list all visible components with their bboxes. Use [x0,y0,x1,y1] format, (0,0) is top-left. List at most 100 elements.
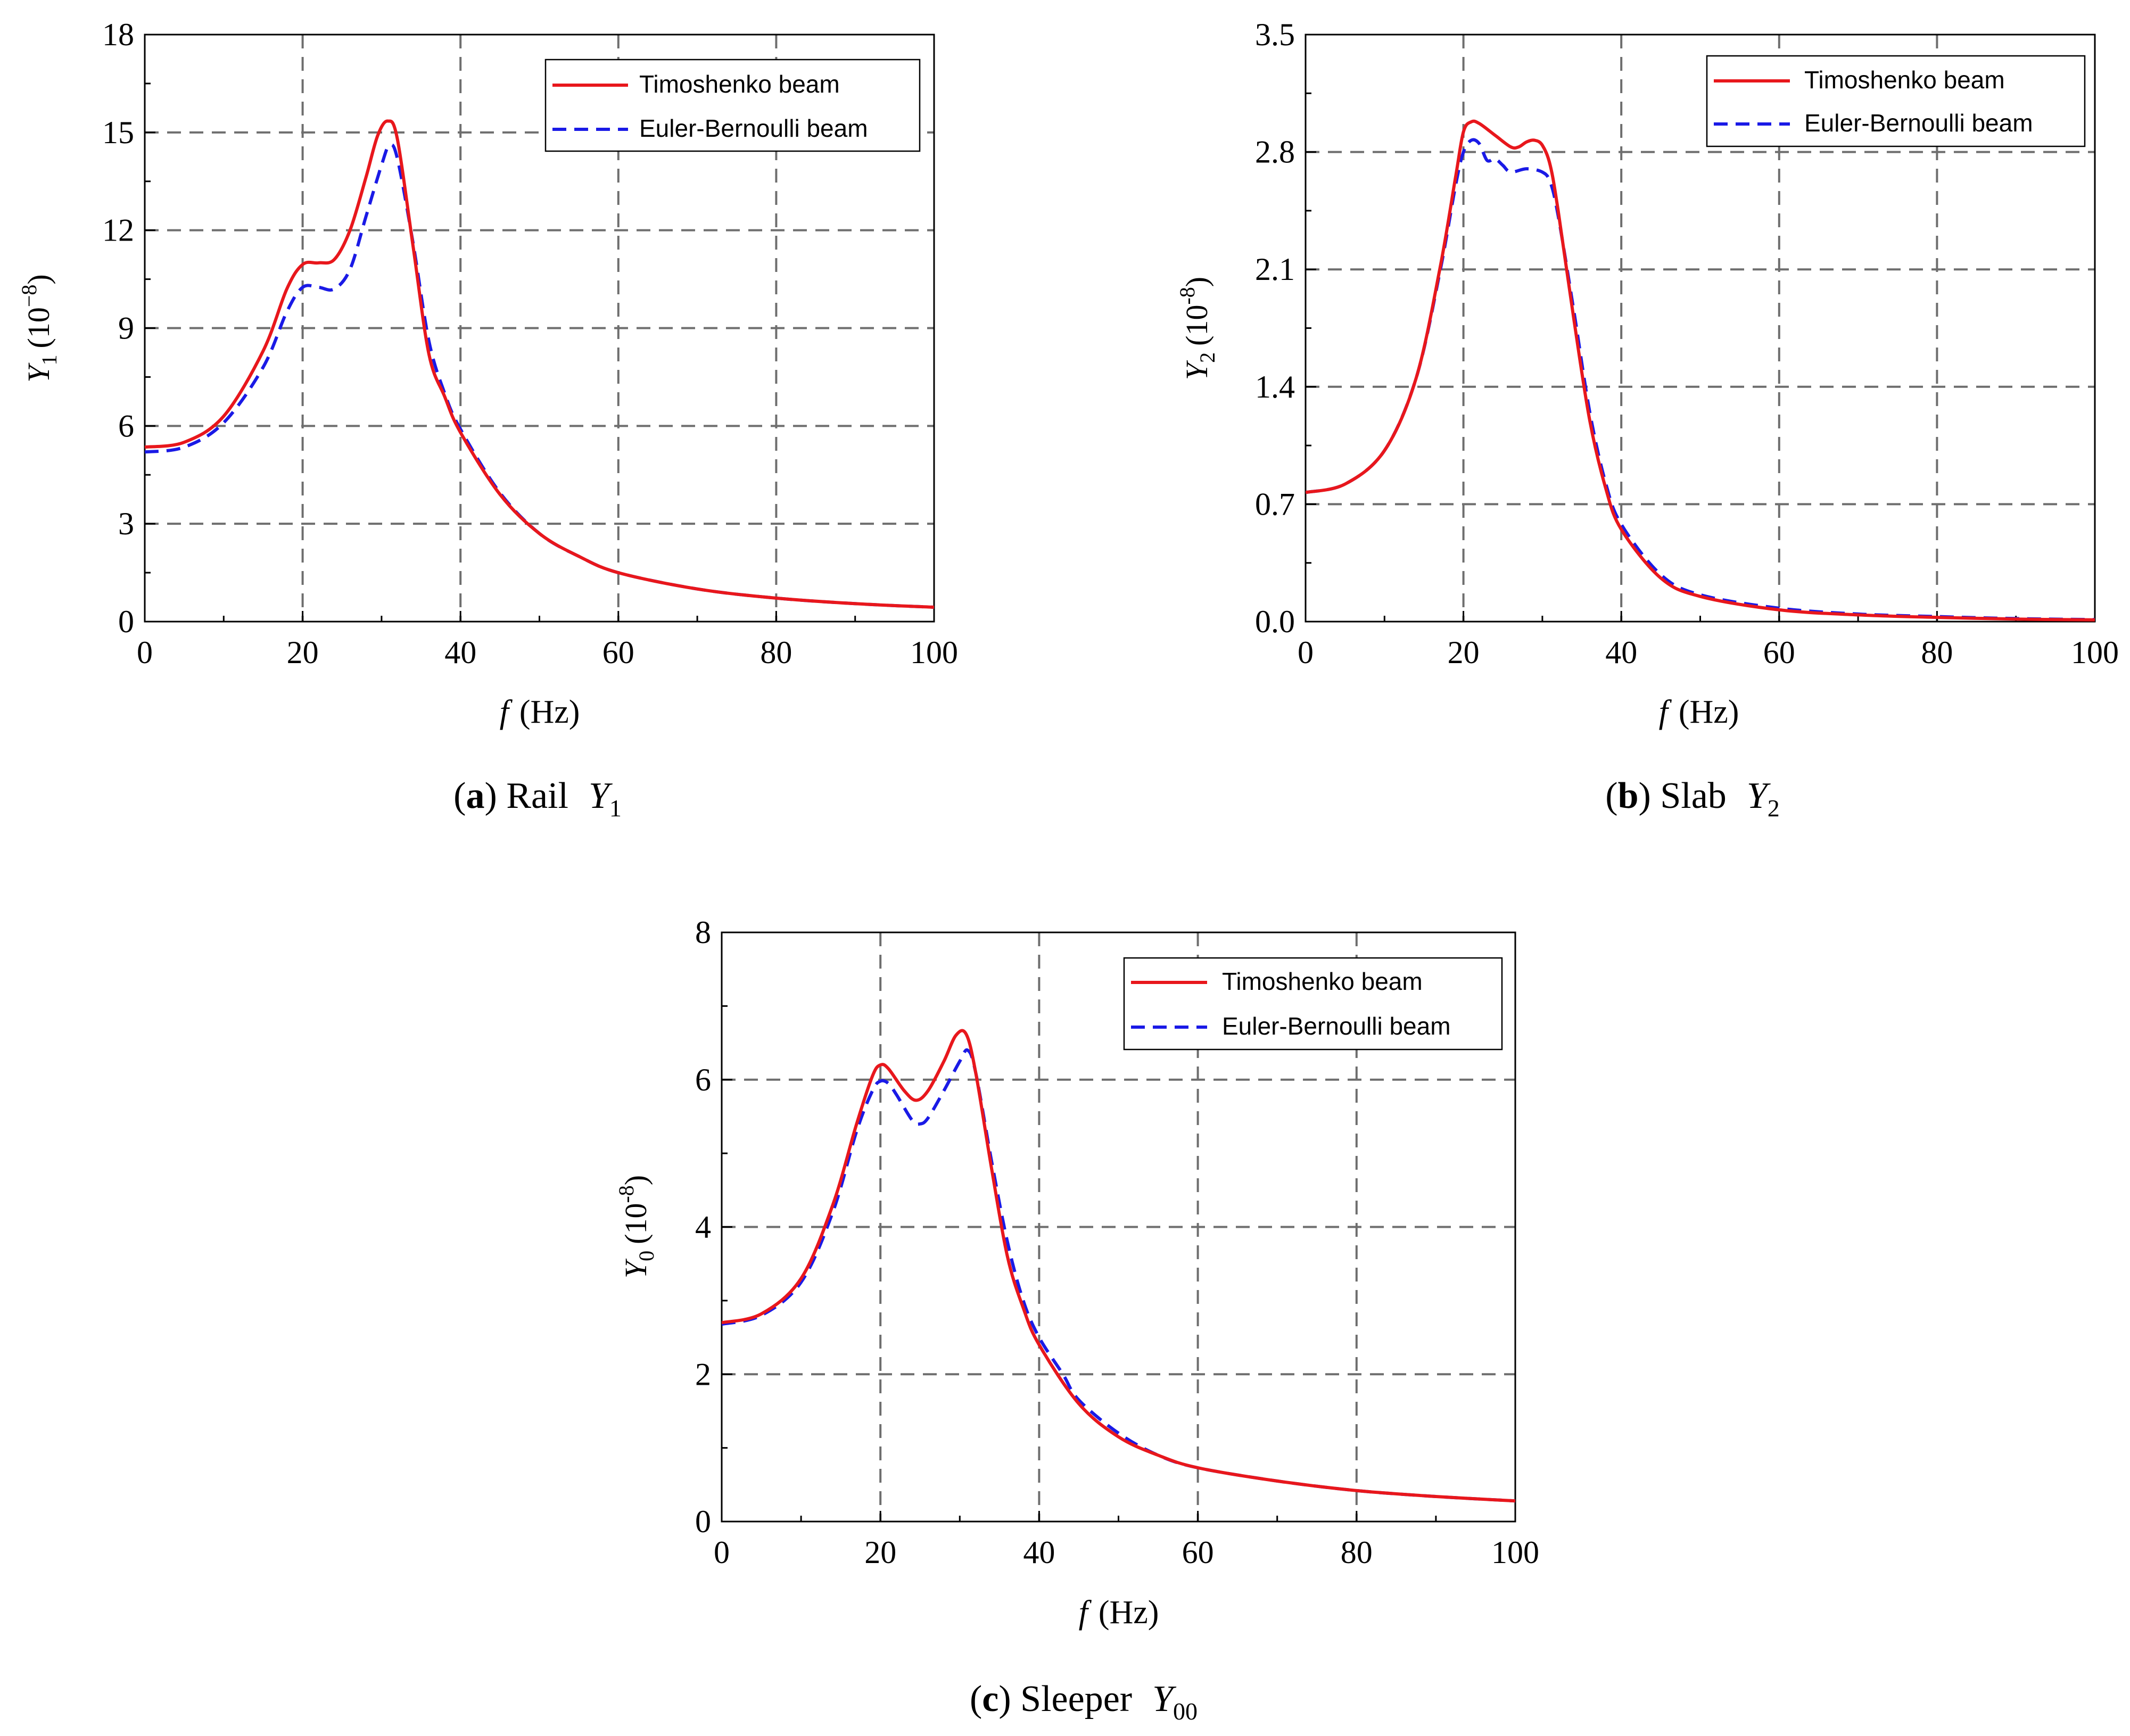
y-axis-close-c: ) [618,1175,653,1185]
series-layer-b [1306,119,2095,622]
caption-symbol-a: Y [589,775,613,816]
ticks-layer-b: 0 20 40 60 80 100 0.0 0.7 1.4 2.1 2.8 3.5 [1255,17,2119,670]
caption-b: (b) Slab Y2 [1605,775,1779,822]
y-axis-sub-a: 1 [37,354,61,365]
series-layer-c [722,1029,1515,1503]
y-axis-title-a: Y1 (10−8) [17,274,61,382]
caption-subscript-c: 00 [1173,1698,1198,1725]
y-tick-label: 1.4 [1255,369,1295,404]
series-line-timoshenko [145,119,934,609]
chart-panel-a: 0 20 40 60 80 100 0 3 6 9 12 15 18 Timoshenko beam E… [17,17,958,822]
y-axis-sub-b: 2 [1195,352,1219,363]
y-axis-exp-b: -8 [1175,287,1199,304]
x-tick-label: 100 [910,635,958,670]
y-tick-label: 6 [695,1062,711,1097]
x-tick-label: 40 [444,635,476,670]
x-tick-label: 0 [1298,635,1314,670]
x-axis-unit-c: (Hz) [1099,1594,1159,1631]
y-axis-title-b: Y2 (10-8) [1175,277,1219,380]
legend-label-euler-c: Euler-Bernoulli beam [1222,1012,1451,1040]
series-line-timoshenko [1306,119,2095,622]
ticks-layer-a: 0 20 40 60 80 100 0 3 6 9 12 15 18 [102,17,958,670]
ticks-layer-c: 0 20 40 60 80 100 0 2 4 6 8 [695,915,1539,1570]
x-tick-label: 60 [602,635,634,670]
x-tick-label: 20 [1448,635,1480,670]
x-tick-label: 100 [1491,1535,1539,1570]
legend-a: Timoshenko beam Euler-Bernoulli beam [544,59,921,152]
y-tick-label: 2.8 [1255,135,1295,170]
caption-c: (c) Sleeper Y00 [970,1679,1198,1725]
y-tick-label: 4 [695,1210,711,1245]
y-axis-exp-c: -8 [614,1185,638,1203]
x-tick-label: 80 [1341,1535,1373,1570]
legend-label-timoshenko-c: Timoshenko beam [1222,968,1423,995]
y-tick-label: 15 [102,115,134,150]
x-axis-var-c: f [1079,1594,1092,1631]
x-axis-title-a: f (Hz) [500,694,580,730]
x-axis-unit-b: (Hz) [1679,694,1739,730]
legend-label-timoshenko-b: Timoshenko beam [1804,66,2005,94]
legend-c: Timoshenko beam Euler-Bernoulli beam [1123,957,1503,1051]
y-tick-label: 3.5 [1255,17,1295,52]
x-tick-label: 0 [714,1535,730,1570]
legend-box-a [544,59,921,152]
y-tick-label: 0 [695,1504,711,1539]
y-tick-label: 6 [118,408,134,443]
x-tick-label: 80 [760,635,792,670]
series-line-euler-bernoulli [1306,138,2095,622]
series-line-euler-bernoulli [722,1048,1515,1503]
caption-name-c: Sleeper [1020,1679,1132,1720]
series-line-euler-bernoulli [145,143,934,609]
y-tick-label: 2.1 [1255,252,1295,287]
y-axis-unit-b: (10 [1179,305,1214,346]
y-tick-label: 0 [118,604,134,639]
x-tick-label: 60 [1182,1535,1214,1570]
caption-name-b: Slab [1660,775,1726,816]
y-axis-unit-a: (10 [21,307,56,348]
y-axis-sub-c: 0 [634,1251,658,1261]
caption-subscript-a: 1 [609,795,622,822]
legend-label-euler-a: Euler-Bernoulli beam [639,114,868,142]
caption-name-a: Rail [506,775,568,816]
y-axis-unit-c: (10 [618,1203,653,1244]
x-tick-label: 0 [137,635,153,670]
legend-b: Timoshenko beam Euler-Bernoulli beam [1706,55,2086,147]
caption-symbol-c: Y [1152,1679,1177,1720]
legend-label-euler-b: Euler-Bernoulli beam [1804,109,2033,137]
caption-label-a: a [466,775,484,816]
y-tick-label: 18 [102,17,134,52]
x-tick-label: 60 [1763,635,1795,670]
x-tick-label: 80 [1921,635,1953,670]
caption-a: (a) Rail Y1 [453,775,622,822]
x-axis-var-b: f [1659,694,1672,730]
legend-box-b [1706,55,2086,147]
y-tick-label: 8 [695,915,711,950]
caption-label-c: c [982,1679,998,1720]
y-tick-label: 2 [695,1357,711,1392]
caption-symbol-b: Y [1747,775,1771,816]
chart-panel-c: 0 20 40 60 80 100 0 2 4 6 8 Timoshenko beam Euler-… [614,915,1539,1725]
y-axis-exp-a: −8 [17,285,41,308]
series-line-timoshenko [722,1029,1515,1503]
x-axis-title-b: f (Hz) [1659,694,1739,730]
x-axis-var-a: f [500,694,513,730]
y-tick-label: 9 [118,311,134,346]
y-tick-label: 12 [102,213,134,248]
y-axis-close-a: ) [21,274,56,284]
y-axis-var-a: Y [21,362,56,383]
x-tick-label: 20 [287,635,319,670]
y-tick-label: 0.7 [1255,486,1295,522]
caption-subscript-b: 2 [1768,795,1780,822]
x-tick-label: 100 [2071,635,2119,670]
y-tick-label: 0.0 [1255,604,1295,639]
y-tick-label: 3 [118,506,134,541]
legend-box-c [1123,957,1503,1051]
legend-label-timoshenko-a: Timoshenko beam [639,70,840,98]
y-axis-close-b: ) [1179,277,1214,287]
x-tick-label: 20 [864,1535,896,1570]
series-layer-a [145,119,934,609]
y-axis-var-b: Y [1179,360,1214,380]
chart-panel-b: 0 20 40 60 80 100 0.0 0.7 1.4 2.1 2.8 3.5 Timoshenk… [1175,17,2119,822]
x-tick-label: 40 [1023,1535,1055,1570]
